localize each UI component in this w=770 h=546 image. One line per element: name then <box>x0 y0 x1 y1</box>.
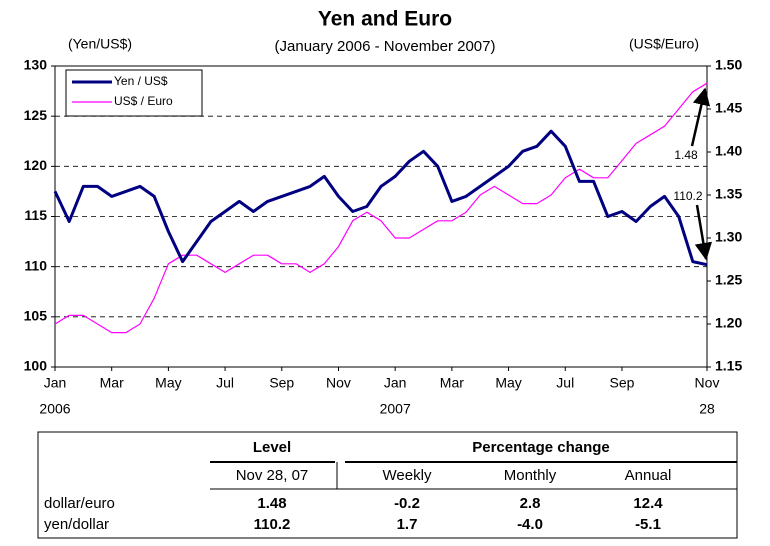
plot-frame <box>54 65 708 368</box>
table-subheader: Weekly <box>383 467 432 484</box>
chart-subtitle: (January 2006 - November 2007) <box>275 38 496 55</box>
y-tick-label: 125 <box>24 107 48 123</box>
x-sublabel: 28 <box>699 401 715 417</box>
series-line <box>54 82 708 334</box>
y-tick-label: 120 <box>24 157 48 173</box>
x-sublabel: 2006 <box>39 401 70 417</box>
x-tick-label: Nov <box>326 375 351 391</box>
y2-tick-label: 1.20 <box>715 315 742 331</box>
annotation: 110.2 <box>673 189 702 203</box>
legend-label: Yen / US$ <box>114 74 168 88</box>
x-sublabel: 2007 <box>380 401 411 417</box>
table-subheader: Monthly <box>504 467 557 484</box>
legend-label: US$ / Euro <box>114 94 173 108</box>
annotation: 1.48 <box>674 148 698 162</box>
y-tick-label: 100 <box>24 358 48 374</box>
y2-axis-label: (US$/Euro) <box>629 36 699 52</box>
y2-tick-label: 1.45 <box>715 100 742 116</box>
table-cell: 1.48 <box>257 495 286 512</box>
x-tick-label: Sep <box>609 375 634 391</box>
x-tick-label: Jul <box>216 375 234 391</box>
y-tick-label: 110 <box>24 257 47 273</box>
table-cell: 12.4 <box>633 495 663 512</box>
x-tick-label: Nov <box>695 375 720 391</box>
y2-tick-label: 1.50 <box>715 57 742 73</box>
x-tick-label: Jan <box>384 375 407 391</box>
table-subheader: Nov 28, 07 <box>236 467 309 484</box>
table-cell: -5.1 <box>635 516 661 533</box>
x-tick-label: May <box>495 375 521 391</box>
x-tick-label: Sep <box>269 375 294 391</box>
annotation-arrow <box>694 204 713 261</box>
x-tick-label: Jul <box>556 375 574 391</box>
y2-tick-label: 1.25 <box>715 272 742 288</box>
table-cell: -4.0 <box>517 516 543 533</box>
y-tick-label: 130 <box>24 57 48 73</box>
y-tick-label: 105 <box>24 308 48 324</box>
annotation-arrow <box>690 87 711 147</box>
y-axis-label: (Yen/US$) <box>68 36 132 52</box>
table-header: Percentage change <box>472 439 610 456</box>
x-tick-label: Mar <box>440 375 464 391</box>
y2-tick-label: 1.30 <box>715 229 742 245</box>
table-border <box>37 431 738 539</box>
legend-box <box>65 69 203 117</box>
y2-tick-label: 1.35 <box>715 186 742 202</box>
y-tick-label: 115 <box>24 207 47 223</box>
table-row-label: yen/dollar <box>44 516 109 533</box>
table-subheader: Annual <box>625 467 672 484</box>
table-cell: 110.2 <box>254 516 291 533</box>
x-tick-label: Mar <box>100 375 124 391</box>
chart-title: Yen and Euro <box>318 8 452 31</box>
y2-tick-label: 1.15 <box>715 358 742 374</box>
x-tick-label: May <box>155 375 181 391</box>
x-tick-label: Jan <box>44 375 67 391</box>
series-line <box>53 129 708 267</box>
y2-tick-label: 1.40 <box>715 143 742 159</box>
table-cell: -0.2 <box>394 495 420 512</box>
table-header: Level <box>253 439 291 456</box>
table-row-label: dollar/euro <box>44 495 115 512</box>
table-cell: 2.8 <box>520 495 541 512</box>
table-cell: 1.7 <box>397 516 418 533</box>
